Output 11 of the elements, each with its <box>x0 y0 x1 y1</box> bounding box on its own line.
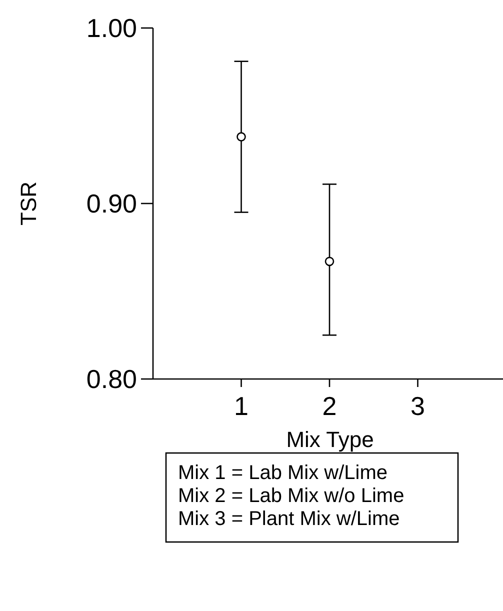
y-tick-label: 0.80 <box>86 364 137 394</box>
text: Mix 3 = Plant Mix w/Lime <box>178 508 400 530</box>
y-tick-label: 1.00 <box>86 13 137 44</box>
x-tick-label: 3 <box>410 391 425 421</box>
text: Mix 1 = Lab Mix w/Lime <box>178 462 388 484</box>
x-tick-label: 2 <box>322 391 337 421</box>
x-tick-label: 1 <box>234 391 248 421</box>
text: Mix 2 = Lab Mix w/o Lime <box>178 485 404 507</box>
y-tick-label: 0.90 <box>86 188 137 219</box>
y-axis-title: TSR <box>16 182 41 226</box>
x-axis-title: Mix Type <box>286 427 374 452</box>
